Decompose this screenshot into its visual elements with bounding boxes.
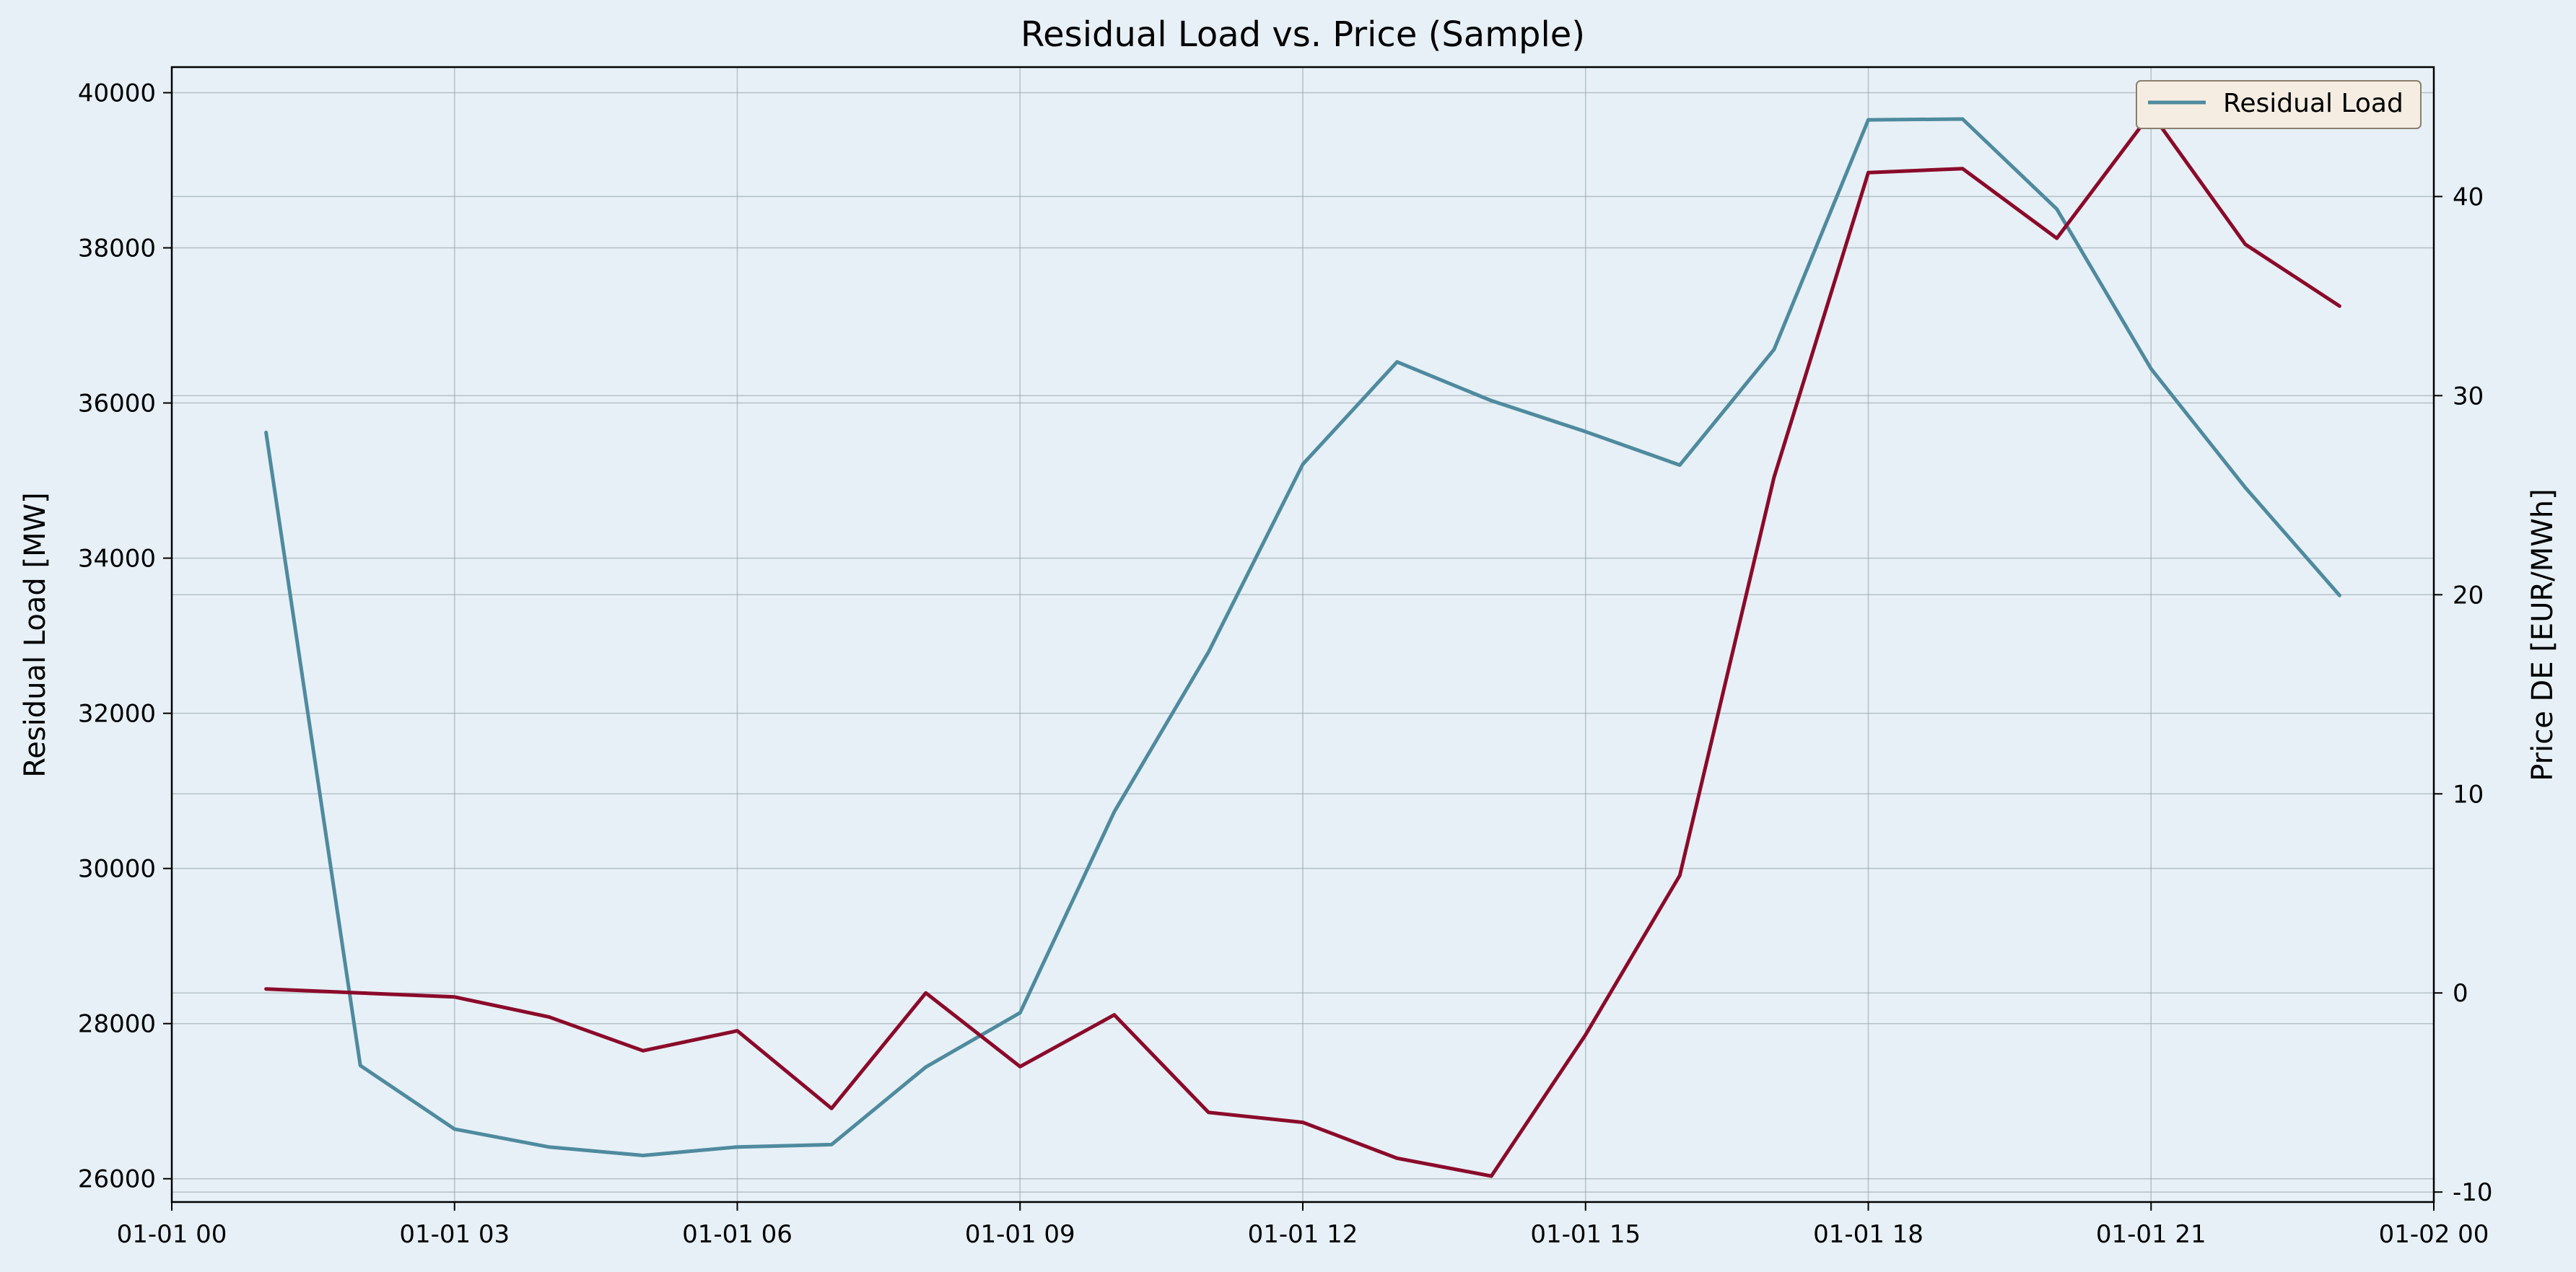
left-y-axis-title: Residual Load [MW] xyxy=(19,492,52,778)
x-tick-label: 01-01 15 xyxy=(1530,1220,1641,1249)
chart-title: Residual Load vs. Price (Sample) xyxy=(1021,14,1585,55)
x-tick-label: 01-01 12 xyxy=(1248,1220,1358,1249)
right-y-tick-label: -10 xyxy=(2453,1178,2493,1207)
right-y-axis-title: Price DE [EUR/MWh] xyxy=(2526,488,2559,781)
series-layer xyxy=(264,111,2341,1178)
right-y-tick-label: 0 xyxy=(2453,979,2468,1008)
left-y-tick-label: 30000 xyxy=(78,855,156,884)
x-tick-label: 01-01 03 xyxy=(399,1220,510,1249)
left-y-axis: 26000 28000 30000 32000 34000 36000 38000 40000 xyxy=(78,79,172,1194)
left-y-tick-label: 38000 xyxy=(78,234,156,263)
x-tick-label: 01-01 06 xyxy=(682,1220,793,1249)
left-y-tick-label: 34000 xyxy=(78,545,156,574)
left-y-tick-label: 40000 xyxy=(78,79,156,108)
legend: Residual Load xyxy=(2136,80,2422,129)
x-tick-label: 01-01 18 xyxy=(1813,1220,1924,1249)
right-y-axis: -10 0 10 20 30 40 xyxy=(2434,183,2493,1207)
left-y-tick-label: 26000 xyxy=(78,1165,156,1194)
left-y-tick-label: 28000 xyxy=(78,1010,156,1039)
right-y-tick-label: 30 xyxy=(2453,382,2484,411)
left-y-tick-label: 36000 xyxy=(78,390,156,418)
legend-label-residual-load: Residual Load xyxy=(2223,89,2403,118)
right-y-tick-label: 10 xyxy=(2453,780,2484,809)
x-tick-label: 01-01 09 xyxy=(965,1220,1075,1249)
legend-box xyxy=(2136,80,2422,129)
residual-load-series-line xyxy=(264,117,2341,1157)
x-axis: 01-01 00 01-01 03 01-01 06 01-01 09 01-01 12… xyxy=(117,1202,2489,1249)
right-y-tick-label: 20 xyxy=(2453,581,2484,610)
left-y-tick-label: 32000 xyxy=(78,700,156,729)
x-tick-label: 01-01 21 xyxy=(2096,1220,2206,1249)
x-tick-label: 01-01 00 xyxy=(117,1220,227,1249)
price-series-line xyxy=(264,111,2341,1178)
right-y-tick-label: 40 xyxy=(2453,183,2484,211)
x-tick-label: 01-02 00 xyxy=(2379,1220,2489,1249)
